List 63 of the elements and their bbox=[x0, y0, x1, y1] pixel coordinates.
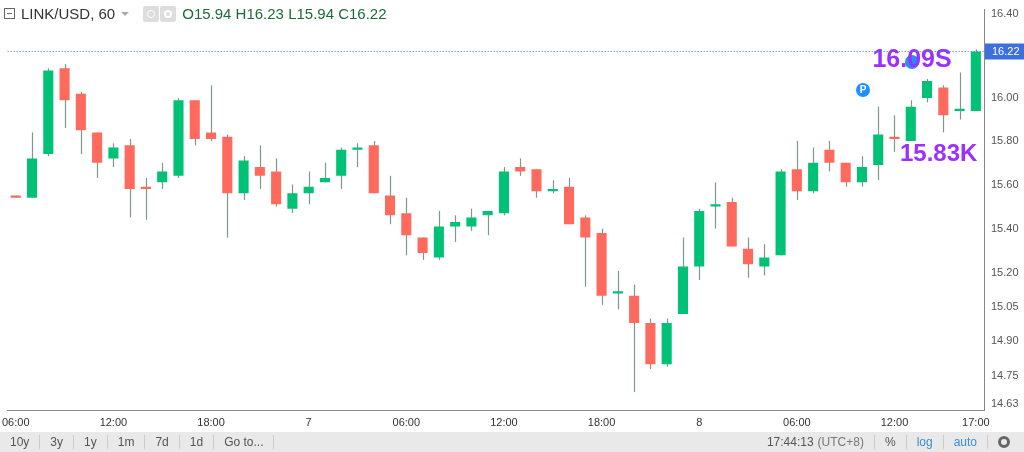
candlestick bbox=[108, 142, 119, 168]
y-tick-label: 14.75 bbox=[991, 368, 1019, 381]
text: Go to... bbox=[214, 435, 275, 449]
y-tick-label: 16.00 bbox=[991, 91, 1019, 104]
x-tick-label: 06:00 bbox=[783, 416, 811, 429]
candlestick bbox=[824, 140, 835, 173]
y-tick-label: 14.90 bbox=[991, 334, 1019, 347]
candlestick bbox=[140, 177, 151, 221]
candlestick bbox=[254, 144, 265, 190]
text: 1y bbox=[74, 435, 108, 449]
pin-icon: P bbox=[856, 83, 870, 97]
y-tick-label: 15.40 bbox=[991, 221, 1019, 234]
candlestick bbox=[352, 142, 363, 168]
text: 10y bbox=[0, 435, 41, 449]
annotation: 15.83K bbox=[900, 139, 979, 166]
x-tick-label: 12:00 bbox=[490, 416, 518, 429]
x-tick-label: 18:00 bbox=[587, 416, 616, 429]
ref-line-label: 16.22 bbox=[992, 44, 1020, 57]
text: % bbox=[874, 435, 907, 449]
candlestick bbox=[759, 243, 770, 277]
candlestick bbox=[385, 175, 396, 225]
candlestick bbox=[157, 162, 168, 190]
text: 3y bbox=[40, 435, 75, 449]
text: 1m bbox=[107, 435, 146, 449]
x-tick-label: 8 bbox=[696, 416, 703, 429]
x-tick-label: 18:00 bbox=[197, 416, 225, 429]
x-tick-label: 17:00 bbox=[962, 416, 990, 429]
candlestick bbox=[531, 168, 542, 199]
candlestick bbox=[612, 270, 623, 310]
y-tick-label: 15.80 bbox=[991, 134, 1019, 147]
text: log bbox=[906, 435, 944, 449]
text: 7d bbox=[145, 435, 180, 449]
candlestick bbox=[401, 197, 412, 256]
candlestick bbox=[580, 214, 591, 288]
candlestick bbox=[205, 84, 217, 142]
y-tick-label: 16.40 bbox=[991, 6, 1019, 19]
x-tick-label: 06:00 bbox=[392, 416, 421, 429]
candlestick bbox=[856, 155, 867, 188]
y-tick-label: 14.63 bbox=[991, 396, 1019, 409]
y-tick-label: 15.20 bbox=[991, 266, 1019, 279]
y-tick-label: 15.05 bbox=[991, 300, 1019, 313]
text: 17:44:13 bbox=[765, 435, 815, 449]
candlestick bbox=[889, 114, 900, 153]
candlestick bbox=[303, 170, 314, 205]
annotation: 16.09S bbox=[872, 44, 952, 72]
candlestick bbox=[287, 183, 298, 214]
candlestick bbox=[840, 162, 851, 188]
y-tick-label: 15.60 bbox=[991, 177, 1019, 190]
candlestick bbox=[791, 140, 802, 201]
x-tick-label: 12:00 bbox=[99, 416, 128, 429]
candlestick bbox=[922, 78, 933, 103]
x-tick-label: 06:00 bbox=[2, 416, 30, 429]
x-tick-label: 12:00 bbox=[880, 416, 909, 429]
candlestick bbox=[743, 236, 754, 279]
candlestick bbox=[710, 181, 721, 230]
candlestick bbox=[954, 71, 965, 121]
candlestick bbox=[466, 208, 477, 232]
text: (UTC+8) bbox=[817, 435, 875, 449]
chart-subtitle: O15.94 H16.23 L15.94 C16.22 bbox=[182, 5, 387, 22]
chart-title: LINK/USD, 60 bbox=[21, 5, 116, 22]
x-tick-label: 7 bbox=[305, 416, 312, 429]
text: auto bbox=[943, 435, 988, 449]
text: 1d bbox=[179, 435, 215, 449]
